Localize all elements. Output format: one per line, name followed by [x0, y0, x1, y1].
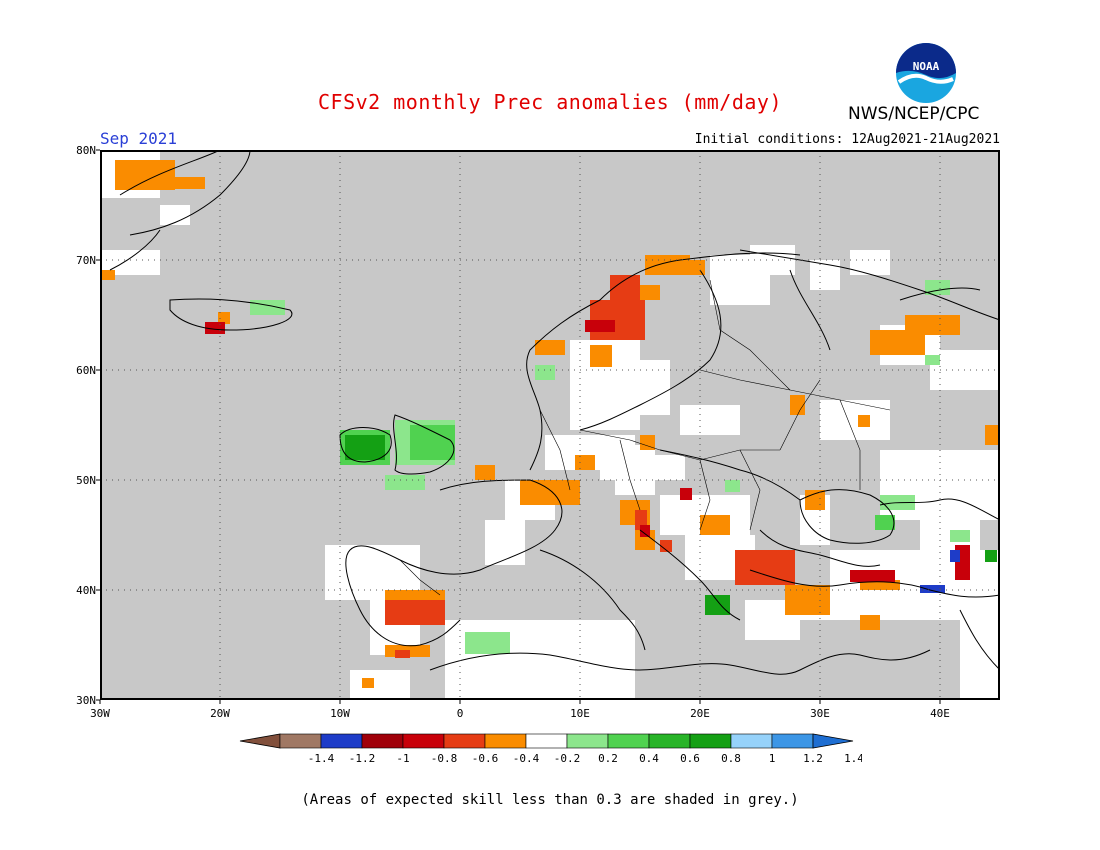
colorbar-label: 1.2 [803, 752, 823, 765]
strong-wet-anomaly-regions [345, 435, 997, 615]
forecast-month: Sep 2021 [100, 129, 178, 148]
colorbar-cell [443, 733, 486, 749]
color-legend: -1.4 -1.2 -1 -0.8 -0.6 -0.4 -0.2 0.2 0.4 0.6 0.8 1 1… [239, 733, 862, 765]
lon-label-30w: 30W [90, 707, 110, 720]
lon-label-0: 0 [457, 707, 464, 720]
lat-label-70n: 70N [76, 254, 96, 267]
colorbar-label: -1 [396, 752, 409, 765]
lon-label-30e: 30E [810, 707, 830, 720]
colorbar-cell [402, 733, 445, 749]
colorbar-cell [771, 733, 814, 749]
strong-wet-anomaly-blue [920, 550, 960, 593]
lon-label-10w: 10W [330, 707, 350, 720]
colorbar-label: -1.4 [308, 752, 335, 765]
colorbar-label: 1 [769, 752, 776, 765]
lon-label-20e: 20E [690, 707, 710, 720]
colorbar-label: -0.6 [472, 752, 499, 765]
lon-label-40e: 40E [930, 707, 950, 720]
colorbar-label: 0.8 [721, 752, 741, 765]
colorbar-label: 1.4 [844, 752, 862, 765]
coastlines [109, 150, 1000, 675]
anomaly-map [100, 150, 1000, 700]
initial-conditions: Initial conditions: 12Aug2021-21Aug2021 [694, 132, 1000, 147]
neutral-anomaly-regions [100, 150, 1000, 700]
colorbar-cell [730, 733, 773, 749]
noaa-logo-icon: NOAA [895, 42, 957, 104]
lat-label-40n: 40N [76, 584, 96, 597]
skill-footnote: (Areas of expected skill less than 0.3 a… [301, 792, 799, 808]
colorbar-label: 0.6 [680, 752, 700, 765]
borders [399, 279, 891, 596]
lat-label-50n: 50N [76, 474, 96, 487]
map-frame [100, 150, 1000, 700]
colorbar-cell [525, 733, 568, 749]
colorbar-label: -1.2 [349, 752, 376, 765]
colorbar-cell [279, 733, 322, 749]
colorbar-cell [361, 733, 404, 749]
colorbar-cell [607, 733, 650, 749]
colorbar-cell [648, 733, 691, 749]
lat-label-30n: 30N [76, 694, 96, 707]
lat-label-60n: 60N [76, 364, 96, 377]
chart-title: CFSv2 monthly Prec anomalies (mm/day) [317, 90, 783, 114]
lon-label-20w: 20W [210, 707, 230, 720]
graticule [100, 150, 1000, 700]
colorbar-arrow-high [812, 733, 854, 749]
agency-label: NWS/NCEP/CPC [848, 104, 980, 124]
colorbar-label: 0.4 [639, 752, 659, 765]
colorbar-label: -0.4 [513, 752, 540, 765]
colorbar-cell [689, 733, 732, 749]
colorbar-cell [484, 733, 527, 749]
logo-text: NOAA [913, 60, 940, 73]
colorbar-arrow-low [239, 733, 281, 749]
colorbar-label: 0.2 [598, 752, 618, 765]
lon-label-10e: 10E [570, 707, 590, 720]
lat-label-80n: 80N [76, 144, 96, 157]
colorbar-label: -0.2 [554, 752, 581, 765]
colorbar-cell [320, 733, 363, 749]
colorbar-cell [566, 733, 609, 749]
strong-dry-anomaly-regions [385, 275, 795, 658]
colorbar-label: -0.8 [431, 752, 458, 765]
